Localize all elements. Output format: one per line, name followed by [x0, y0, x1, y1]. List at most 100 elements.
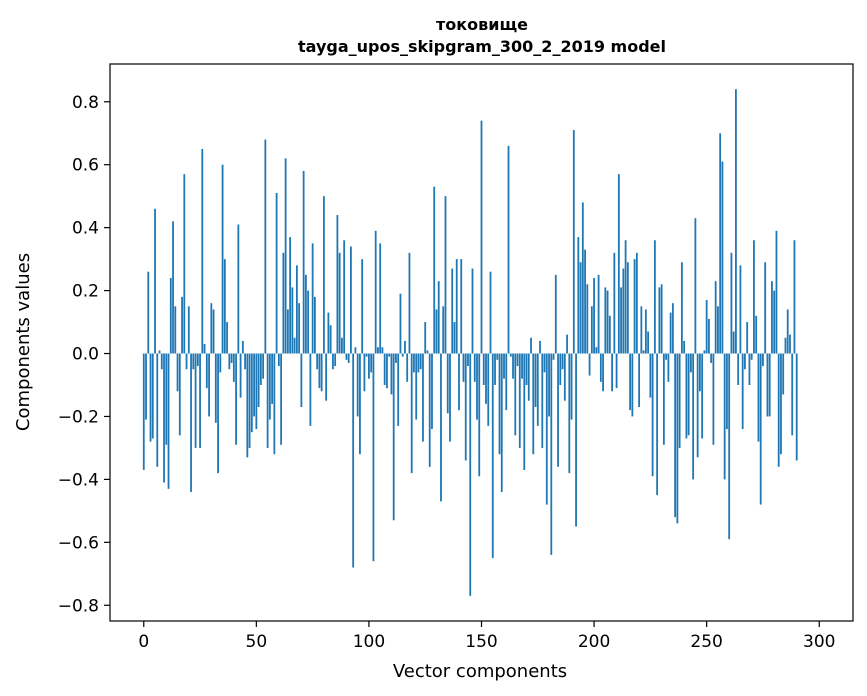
bar-component-137	[451, 268, 454, 354]
bar-component-58	[273, 353, 276, 455]
bar-component-53	[262, 353, 264, 379]
chart-title: токовище	[436, 15, 528, 34]
bar-component-224	[647, 331, 650, 354]
bar-component-194	[579, 262, 582, 354]
bar-component-222	[642, 350, 645, 354]
bar-component-130	[435, 309, 438, 354]
bar-component-157	[496, 353, 499, 360]
bar-component-205	[604, 287, 607, 354]
bar-component-29	[208, 353, 210, 417]
y-tick-label: 0.2	[72, 282, 99, 302]
bar-component-13	[172, 221, 174, 354]
bar-component-278	[768, 353, 771, 417]
bar-component-85	[334, 353, 337, 367]
bar-component-289	[793, 240, 796, 354]
y-tick-label: 0.0	[72, 345, 99, 365]
bar-component-83	[329, 325, 332, 354]
bar-component-10	[165, 353, 168, 445]
bar-component-20	[187, 306, 190, 354]
bar-component-125	[424, 322, 427, 354]
bar-component-25	[199, 353, 201, 448]
bar-component-79	[320, 353, 323, 392]
y-tick-label: −0.6	[58, 533, 99, 553]
bar-component-252	[710, 353, 713, 363]
bar-component-153	[487, 353, 490, 426]
bar-component-99	[365, 353, 368, 357]
bar-component-235	[671, 303, 674, 354]
bar-component-142	[462, 353, 465, 382]
bar-component-70	[300, 353, 303, 408]
chart-subtitle: tayga_upos_skipgram_300_2_2019 model	[298, 37, 666, 56]
bar-component-183	[554, 274, 557, 354]
bar-component-64	[286, 309, 289, 354]
bar-component-73	[307, 290, 310, 354]
bar-component-161	[505, 353, 508, 411]
bar-component-129	[433, 186, 436, 354]
x-tick-label: 50	[246, 632, 268, 652]
bar-component-136	[449, 353, 451, 442]
bar-component-107	[383, 353, 386, 385]
bar-component-230	[660, 284, 663, 354]
bar-component-120	[413, 353, 415, 373]
bar-component-176	[539, 340, 541, 354]
bar-component-90	[345, 353, 348, 360]
bar-component-4	[151, 353, 154, 439]
bar-component-40	[232, 353, 235, 382]
bar-component-175	[536, 353, 539, 426]
bar-component-42	[237, 224, 240, 354]
bar-component-285	[784, 337, 787, 354]
bar-component-77	[316, 353, 319, 370]
bar-component-43	[239, 353, 242, 398]
bar-component-290	[795, 353, 798, 461]
bar-component-23	[194, 353, 197, 448]
bar-component-210	[615, 353, 618, 389]
bar-component-2	[147, 271, 150, 354]
bar-component-162	[507, 145, 510, 354]
bar-component-201	[595, 347, 598, 354]
bar-component-15	[176, 353, 179, 392]
bar-component-21	[190, 353, 192, 492]
bar-component-57	[271, 353, 274, 404]
bar-component-159	[500, 353, 503, 492]
bar-component-193	[577, 237, 580, 354]
bar-component-133	[442, 306, 445, 354]
bar-component-96	[359, 353, 361, 455]
bar-component-167	[518, 353, 521, 448]
bar-component-26	[201, 148, 204, 354]
x-tick-label: 100	[353, 632, 385, 652]
x-tick-label: 0	[138, 632, 149, 652]
bar-component-269	[748, 353, 751, 385]
bar-component-35	[221, 164, 224, 354]
bar-component-174	[534, 353, 537, 408]
bar-component-91	[347, 353, 350, 363]
bar-component-170	[525, 353, 528, 385]
bar-component-103	[374, 230, 377, 354]
bar-component-84	[332, 353, 334, 370]
bar-component-112	[395, 353, 397, 363]
bar-component-114	[399, 293, 402, 354]
bar-component-95	[356, 353, 359, 417]
bar-component-14	[174, 306, 177, 354]
bar-component-267	[744, 353, 746, 370]
bar-component-109	[388, 353, 391, 357]
bar-component-100	[368, 353, 370, 379]
x-axis-ticks: 0 50 100 150 200 250 300	[138, 621, 835, 652]
bar-component-273	[757, 353, 760, 442]
y-tick-label: −0.2	[58, 407, 99, 427]
bar-component-232	[665, 353, 668, 360]
bar-component-30	[210, 303, 213, 354]
bar-component-172	[530, 337, 532, 354]
bar-component-277	[766, 353, 769, 417]
bar-component-234	[669, 312, 672, 354]
bar-component-187	[563, 353, 566, 401]
bar-component-141	[460, 259, 463, 354]
y-tick-label: −0.4	[58, 470, 99, 490]
bar-component-105	[379, 243, 382, 354]
bar-component-164	[512, 353, 514, 379]
bar-component-257	[721, 161, 724, 354]
bar-component-33	[217, 353, 219, 474]
bar-component-202	[597, 274, 600, 354]
bar-component-200	[593, 277, 595, 354]
bar-component-71	[302, 170, 305, 354]
bar-component-181	[550, 353, 553, 555]
